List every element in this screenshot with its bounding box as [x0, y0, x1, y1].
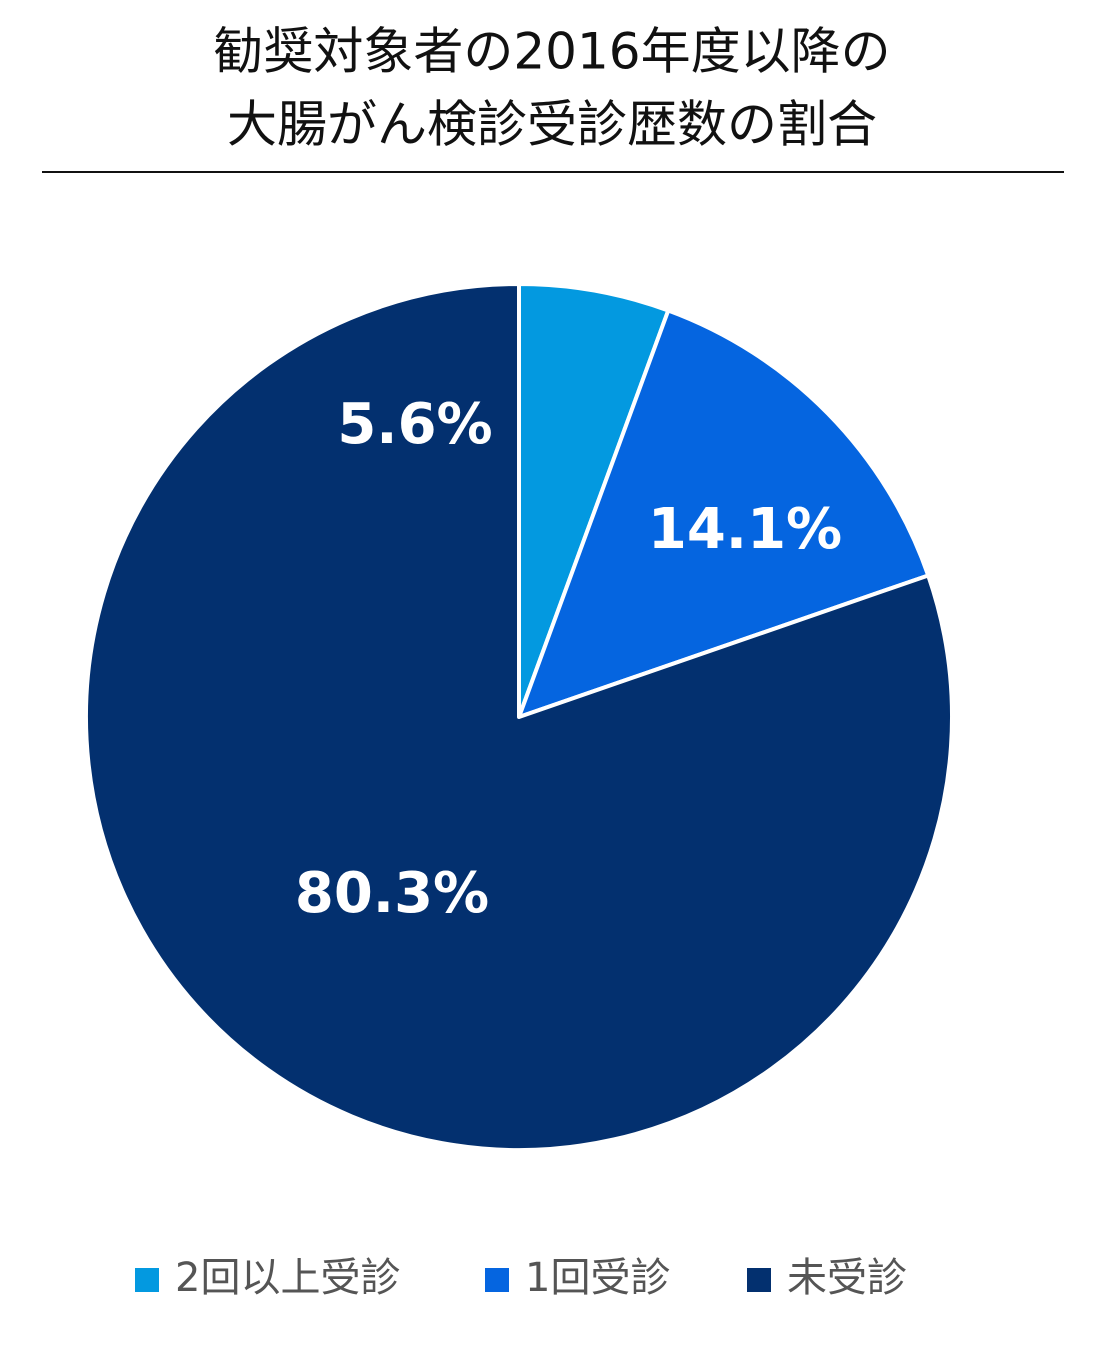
pie-slice: [517, 282, 671, 719]
pie-slice: [84, 282, 954, 1152]
legend-swatch: [135, 1268, 159, 1292]
chart-title: 勧奨対象者の2016年度以降の: [213, 23, 890, 81]
pie-slice: [517, 308, 931, 719]
value-label: 80.3%: [295, 861, 489, 926]
legend-swatch: [485, 1268, 509, 1292]
legend-label: 未受診: [787, 1255, 907, 1301]
value-label: 5.6%: [337, 392, 492, 457]
legend-label: 2回以上受診: [175, 1255, 400, 1301]
legend-swatch: [747, 1268, 771, 1292]
chart-title: 大腸がん検診受診歴数の割合: [227, 96, 877, 154]
legend-label: 1回受診: [525, 1255, 670, 1301]
value-label: 14.1%: [648, 497, 842, 562]
